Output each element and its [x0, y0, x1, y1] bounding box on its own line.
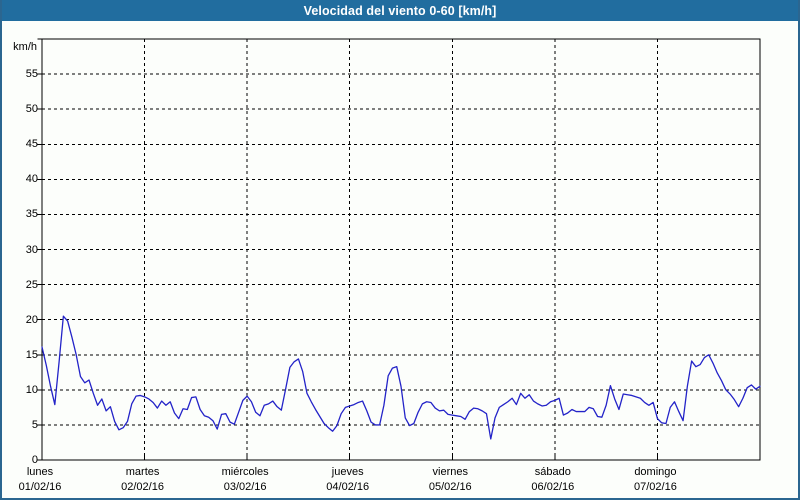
y-axis-tick-label: 30 — [0, 244, 38, 256]
wind-speed-chart-window: Velocidad del viento 0-60 [km/h] km/h 05… — [0, 0, 800, 500]
y-axis-tick-label: 45 — [0, 138, 38, 150]
y-axis-tick-label: 55 — [0, 68, 38, 80]
y-axis-tick-label: 5 — [0, 419, 38, 431]
day-name: miércoles — [197, 465, 293, 480]
day-date: 05/02/16 — [402, 480, 498, 495]
day-name: martes — [95, 465, 191, 480]
x-axis-day-label: sábado06/02/16 — [505, 465, 601, 495]
plot-border — [42, 39, 760, 460]
wind-speed-line — [42, 316, 760, 439]
day-date: 01/02/16 — [0, 480, 88, 495]
y-axis-tick-label: 40 — [0, 173, 38, 185]
day-name: domingo — [607, 465, 703, 480]
day-date: 06/02/16 — [505, 480, 601, 495]
day-name: viernes — [402, 465, 498, 480]
y-axis-tick-label: 50 — [0, 103, 38, 115]
y-axis-tick-label: 25 — [0, 279, 38, 291]
y-axis-tick-label: 10 — [0, 384, 38, 396]
x-axis-day-label: viernes05/02/16 — [402, 465, 498, 495]
day-name: jueves — [300, 465, 396, 480]
x-axis-day-label: martes02/02/16 — [95, 465, 191, 495]
wind-speed-plot — [0, 0, 800, 500]
y-axis-tick-label: 35 — [0, 208, 38, 220]
x-axis-day-label: lunes01/02/16 — [0, 465, 88, 495]
day-name: lunes — [0, 465, 88, 480]
day-date: 04/02/16 — [300, 480, 396, 495]
day-date: 03/02/16 — [197, 480, 293, 495]
y-axis-tick-label: 20 — [0, 314, 38, 326]
day-date: 07/02/16 — [607, 480, 703, 495]
x-axis-day-label: jueves04/02/16 — [300, 465, 396, 495]
x-axis-day-label: domingo07/02/16 — [607, 465, 703, 495]
day-name: sábado — [505, 465, 601, 480]
x-axis-day-label: miércoles03/02/16 — [197, 465, 293, 495]
y-axis-tick-label: 15 — [0, 349, 38, 361]
day-date: 02/02/16 — [95, 480, 191, 495]
